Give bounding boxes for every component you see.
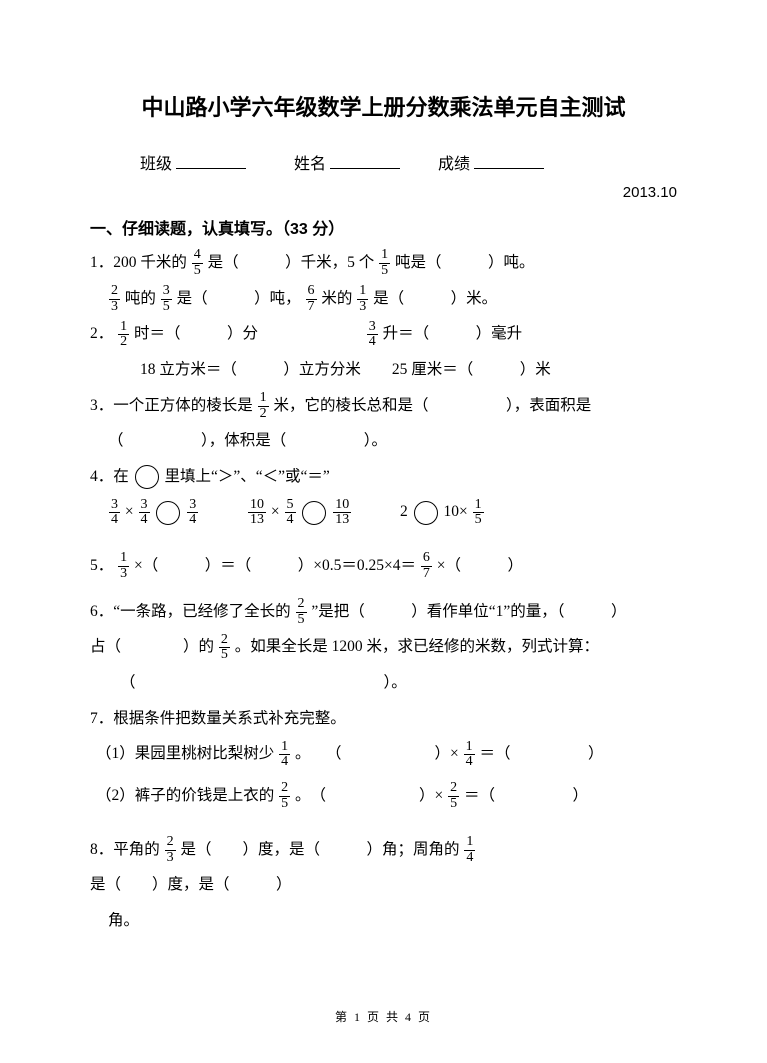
fraction: 25: [278, 781, 291, 811]
compare-circle[interactable]: [156, 501, 180, 525]
q4-e3a: 2: [400, 503, 408, 520]
q5-text: ×（ ）: [437, 557, 523, 574]
question-8b: 角。: [90, 903, 677, 939]
fraction: 34: [108, 498, 121, 528]
section-1-heading: 一、仔细读题，认真填写。（33 分）: [90, 215, 677, 239]
fraction: 14: [463, 740, 476, 770]
fraction: 54: [284, 498, 297, 528]
question-6c: （ ）。: [90, 665, 677, 701]
question-4-head: 4．在 里填上“＞”、“＜”或“＝”: [90, 459, 677, 495]
question-3: 3．一个正方体的棱长是 12 米，它的棱长总和是（ ），表面积是: [90, 388, 677, 424]
q1-text: 1．200 千米的: [90, 254, 187, 271]
q3b-text: （ ），体积是（ ）。: [108, 432, 387, 449]
q8-text: 是（ ）度，是（ ）角；周角的: [181, 841, 460, 858]
q2b-text: 18 立方米＝（ ）立方分米 25 厘米＝（ ）米: [140, 361, 551, 378]
exam-date: 2013.10: [90, 184, 677, 201]
q7p1-text: （1）果园里桃树比梨树少: [96, 745, 274, 762]
fraction: 1013: [332, 498, 352, 528]
question-4-exprs: 34 × 34 34 1013 × 54 1013 2 10× 15: [90, 494, 677, 530]
fraction: 1013: [247, 498, 267, 528]
question-1b: 23 吨的 35 是（ ）吨， 67 米的 13 是（ ）米。: [90, 281, 677, 317]
circle-icon: [135, 465, 159, 489]
fraction: 23: [164, 835, 177, 865]
q7p2-text: ＝（ ）: [464, 787, 588, 804]
q1b-text: 吨的: [125, 290, 156, 307]
q4-text: 4．在: [90, 468, 129, 485]
fraction: 25: [447, 781, 460, 811]
question-7-1: （1）果园里桃树比梨树少 14 。 （ ）× 14 ＝（ ）: [90, 736, 677, 772]
fraction: 35: [160, 284, 173, 314]
q7p2-text: （2）裤子的价钱是上衣的: [96, 787, 274, 804]
q8b-text: 角。: [108, 912, 139, 929]
fraction: 34: [138, 498, 151, 528]
q7-head-text: 7．根据条件把数量关系式补充完整。: [90, 710, 346, 727]
q1-text: 是（ ）千米，5 个: [208, 254, 375, 271]
q7p1-text: ＝（ ）: [480, 745, 604, 762]
q2-text: 升＝（ ）毫升: [383, 325, 523, 342]
fraction: 14: [463, 835, 476, 865]
score-label: 成绩: [438, 150, 470, 174]
q6-text: ”是把（ ）看作单位“1”的量，（ ）: [311, 603, 626, 620]
fraction: 25: [218, 633, 231, 663]
fraction: 13: [117, 551, 130, 581]
class-label: 班级: [140, 150, 172, 174]
question-5: 5． 13 ×（ ）＝（ ）×0.5＝0.25×4＝ 67 ×（ ）: [90, 548, 677, 584]
q2-text: 时＝（ ）分: [134, 325, 258, 342]
question-8: 8．平角的 23 是（ ）度，是（ ）角；周角的 14 是（ ）度，是（ ）: [90, 832, 677, 903]
q3-text: 米，它的棱长总和是（ ），表面积是: [274, 397, 592, 414]
fraction: 25: [295, 597, 308, 627]
question-2: 2． 12 时＝（ ）分 34 升＝（ ）毫升: [90, 316, 677, 352]
page: 中山路小学六年级数学上册分数乘法单元自主测试 班级 姓名 成绩 2013.10 …: [0, 0, 767, 1063]
q8-text: 是（ ）度，是（ ）: [90, 876, 292, 893]
question-6: 6．“一条路，已经修了全长的 25 ”是把（ ）看作单位“1”的量，（ ）: [90, 594, 677, 630]
q1b-text: 是（ ）米。: [373, 290, 497, 307]
q1-text: 吨是（ ）吨。: [395, 254, 535, 271]
fraction: 34: [366, 320, 379, 350]
fraction: 12: [257, 391, 270, 421]
question-6b: 占（ ）的 25 。如果全长是 1200 米，求已经修的米数，列式计算：: [90, 629, 677, 665]
class-blank[interactable]: [176, 152, 246, 169]
compare-circle[interactable]: [414, 501, 438, 525]
q5-text: ×（ ）＝（ ）×0.5＝0.25×4＝: [134, 557, 416, 574]
q7p1-text: 。 （ ）×: [295, 745, 459, 762]
question-3b: （ ），体积是（ ）。: [90, 423, 677, 459]
name-blank[interactable]: [330, 152, 400, 169]
fraction: 23: [108, 284, 121, 314]
fraction: 45: [191, 248, 204, 278]
q2-text: 2．: [90, 325, 113, 342]
q4-e3b: 10×: [444, 503, 468, 520]
q6-text: 6．“一条路，已经修了全长的: [90, 603, 291, 620]
q5-text: 5．: [90, 557, 113, 574]
compare-circle[interactable]: [302, 501, 326, 525]
fraction: 67: [420, 551, 433, 581]
fraction: 13: [356, 284, 369, 314]
page-footer: 第 1 页 共 4 页: [0, 1008, 767, 1025]
exam-title: 中山路小学六年级数学上册分数乘法单元自主测试: [90, 90, 677, 122]
q1b-text: 米的: [321, 290, 352, 307]
q8-text: 8．平角的: [90, 841, 160, 858]
q4-text: 里填上“＞”、“＜”或“＝”: [165, 468, 330, 485]
student-info-line: 班级 姓名 成绩: [90, 150, 677, 174]
q3-text: 3．一个正方体的棱长是: [90, 397, 253, 414]
fraction: 34: [186, 498, 199, 528]
q1b-text: 是（ ）吨，: [177, 290, 301, 307]
fraction: 67: [305, 284, 318, 314]
fraction: 15: [472, 498, 485, 528]
q7p2-text: 。 （ ）×: [295, 787, 443, 804]
fraction: 15: [378, 248, 391, 278]
fraction: 12: [117, 320, 130, 350]
question-2b: 18 立方米＝（ ）立方分米 25 厘米＝（ ）米: [90, 352, 677, 388]
question-7-2: （2）裤子的价钱是上衣的 25 。 （ ）× 25 ＝（ ）: [90, 778, 677, 814]
score-blank[interactable]: [474, 152, 544, 169]
q6c-text: （ ）。: [120, 674, 407, 691]
fraction: 14: [278, 740, 291, 770]
question-1: 1．200 千米的 45 是（ ）千米，5 个 15 吨是（ ）吨。: [90, 245, 677, 281]
name-label: 姓名: [294, 150, 326, 174]
q6b-text: 占（ ）的: [90, 638, 214, 655]
q6b-text: 。如果全长是 1200 米，求已经修的米数，列式计算：: [235, 638, 599, 655]
question-7-head: 7．根据条件把数量关系式补充完整。: [90, 701, 677, 737]
